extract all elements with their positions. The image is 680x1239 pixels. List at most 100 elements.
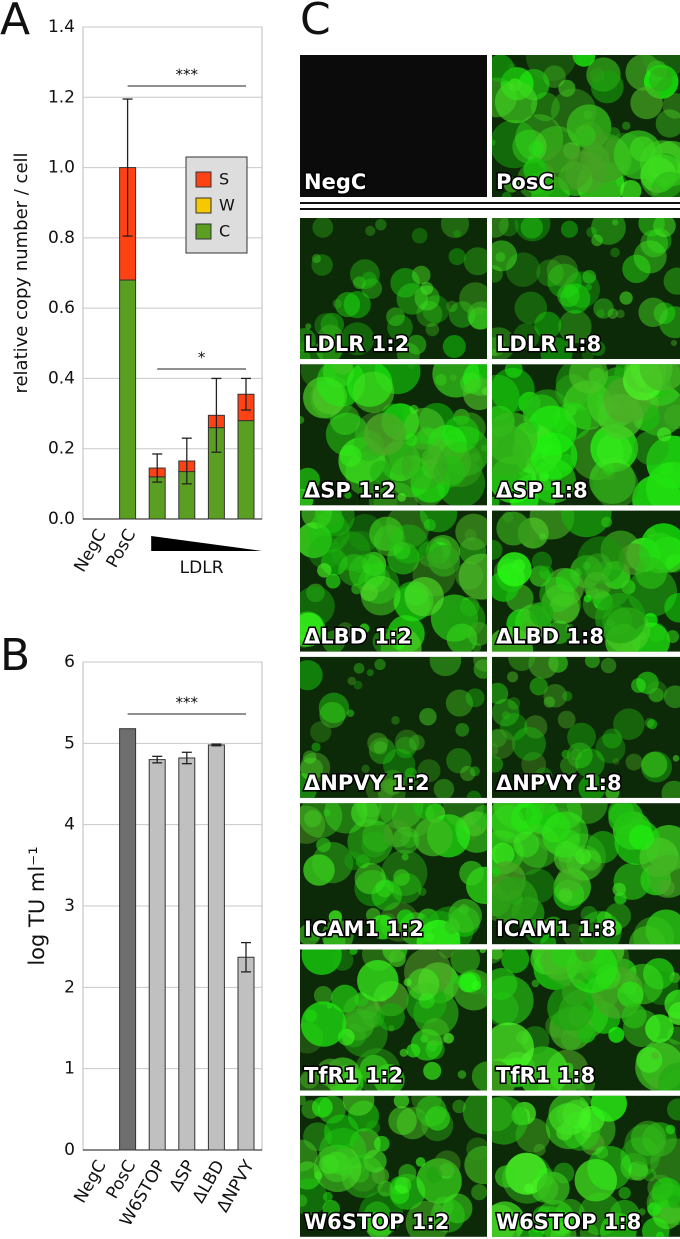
cell-blob [646,527,656,538]
cell-blob [501,711,511,720]
cell-blob [445,689,473,717]
error-bar [211,743,222,747]
cell-blob [583,594,592,603]
cell-blob [393,1095,410,1109]
error-bar [241,377,251,411]
cell-blob [590,1095,627,1122]
cell-blob [492,327,516,359]
cell-blob [651,171,680,197]
y-tick-label: 6 [64,652,75,672]
cell-blob [433,778,455,798]
cell-blob [655,109,680,138]
cell-blob [492,1060,516,1091]
cell-blob [354,869,391,907]
cell-blob [492,729,516,759]
micrograph-label: ΔNPVY 1:8 [496,771,622,795]
bar-segment [148,476,166,520]
cell-blob [501,949,530,974]
cell-blob [459,282,487,315]
cell-blob [300,1070,319,1089]
cell-blob [361,764,370,773]
y-tick-label: 2 [64,977,75,997]
cell-blob [492,367,535,413]
cell-blob [404,577,444,617]
cells [300,364,487,506]
cell-blob [602,463,615,475]
micrograph-label: TfR1 1:8 [496,1064,595,1088]
bar-segment [119,279,137,520]
cell-blob [576,1075,595,1091]
cell-blob [429,1215,436,1222]
cell-blob [459,860,484,886]
cell-blob [300,1095,306,1106]
cell-blob [365,774,395,798]
cell-blob [300,805,326,844]
cell-blob [574,124,596,147]
dilution-wedge [151,536,262,551]
cell-blob [463,247,487,276]
cell-blob [301,1100,321,1119]
cell-blob [316,837,331,853]
cell-blob [450,949,481,975]
cell-blob [587,1145,632,1191]
cell-blob [625,753,643,771]
cell-blob [383,748,416,781]
cell-blob [300,803,343,838]
cell-blob [399,1048,408,1057]
cell-blob [407,364,415,370]
bar-segment [237,420,255,520]
cell-blob [347,819,393,865]
error-bar [181,437,192,485]
cell-blob [390,268,420,298]
cell-blob [495,1165,518,1188]
legend-label: W [219,196,235,215]
cell-blob [423,1061,442,1080]
y-tick-label: 0.4 [48,368,75,388]
cell-blob [600,657,617,674]
cell-blob [313,986,333,1005]
cell-blob [300,752,331,783]
cell-blob [377,778,406,798]
cell-blob [365,225,376,236]
cell-blob [300,1139,318,1172]
cell-blob [504,364,523,379]
cell-blob [499,712,528,741]
cell-blob [473,659,487,679]
cell-blob [311,1096,333,1118]
cell-blob [591,234,603,247]
cell-blob [492,119,539,169]
cell-blob [520,218,543,239]
cell-blob [429,656,462,677]
cell-blob [392,826,420,854]
y-tick-label: 1 [64,1059,75,1079]
cell-blob [528,141,544,157]
cell-blob [557,284,580,307]
cell-blob [401,443,448,490]
panel-letter: A [0,0,30,45]
cell-blob [311,742,321,752]
cell-blob [672,755,680,762]
cell-blob [371,880,402,911]
cell-blob [374,658,386,671]
group-label: LDLR [180,558,224,578]
cell-blob [360,575,401,616]
cell-blob [310,721,332,743]
cell-blob [375,218,387,231]
cell-blob [413,803,442,820]
cell-blob [425,322,440,337]
cell-blob [607,920,623,936]
cell-blob [560,220,578,238]
cell-blob [492,265,503,283]
cell-blob [361,271,377,287]
cell-blob [620,179,642,197]
cell-blob [359,583,379,602]
cell-blob [638,218,665,237]
cell-blob [642,1217,670,1237]
cell-blob [389,524,429,564]
cell-blob [492,1201,526,1237]
cell-blob [390,777,405,792]
micrograph-label: W6STOP 1:2 [304,1210,449,1234]
cell-blob [367,732,389,754]
cell-blob [363,1149,387,1173]
cell-blob [396,283,429,315]
